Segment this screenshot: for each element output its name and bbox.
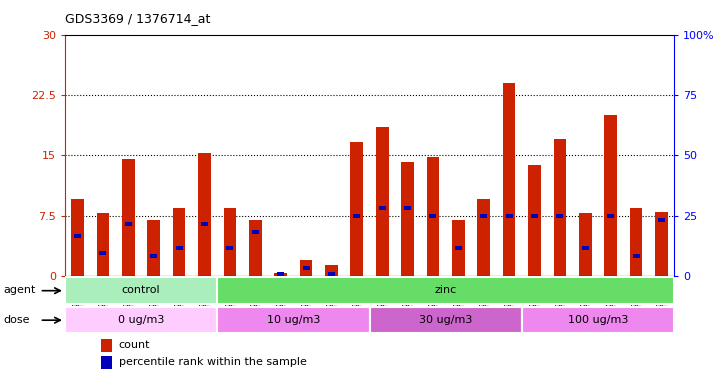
Bar: [369, 307, 522, 333]
Bar: [655, 212, 668, 276]
Bar: [477, 200, 490, 276]
Bar: [173, 207, 185, 276]
Bar: [522, 307, 674, 333]
Bar: [102, 339, 112, 352]
Bar: [557, 214, 563, 218]
Bar: [632, 254, 640, 258]
Bar: [147, 220, 160, 276]
Bar: [300, 260, 312, 276]
Bar: [176, 246, 182, 250]
Bar: [217, 277, 674, 304]
Text: GDS3369 / 1376714_at: GDS3369 / 1376714_at: [65, 12, 211, 25]
Bar: [531, 214, 538, 218]
Text: percentile rank within the sample: percentile rank within the sample: [118, 357, 306, 367]
Bar: [376, 127, 389, 276]
Bar: [554, 139, 566, 276]
Bar: [404, 205, 411, 210]
Text: 10 ug/m3: 10 ug/m3: [267, 314, 320, 324]
Text: control: control: [122, 285, 160, 295]
Text: 30 ug/m3: 30 ug/m3: [419, 314, 472, 324]
Bar: [658, 218, 665, 222]
Bar: [65, 277, 217, 304]
Bar: [480, 214, 487, 218]
Bar: [402, 162, 414, 276]
Bar: [74, 234, 81, 238]
Bar: [379, 205, 386, 210]
Bar: [201, 222, 208, 226]
Bar: [427, 157, 439, 276]
Text: zinc: zinc: [435, 285, 457, 295]
Bar: [65, 307, 217, 333]
Bar: [430, 214, 436, 218]
Bar: [303, 266, 309, 270]
Bar: [97, 213, 110, 276]
Text: dose: dose: [4, 314, 30, 324]
Bar: [150, 254, 157, 258]
Bar: [102, 356, 112, 369]
Text: agent: agent: [4, 285, 36, 295]
Bar: [353, 214, 360, 218]
Bar: [99, 252, 107, 255]
Bar: [71, 200, 84, 276]
Bar: [452, 220, 465, 276]
Bar: [528, 165, 541, 276]
Bar: [217, 307, 369, 333]
Bar: [252, 230, 259, 234]
Bar: [455, 246, 462, 250]
Bar: [503, 83, 516, 276]
Text: 0 ug/m3: 0 ug/m3: [118, 314, 164, 324]
Bar: [122, 159, 135, 276]
Bar: [224, 207, 236, 276]
Bar: [582, 246, 589, 250]
Bar: [249, 220, 262, 276]
Bar: [226, 246, 234, 250]
Bar: [350, 142, 363, 276]
Bar: [607, 214, 614, 218]
Bar: [604, 115, 617, 276]
Bar: [505, 214, 513, 218]
Bar: [579, 213, 592, 276]
Bar: [125, 222, 132, 226]
Bar: [277, 271, 284, 276]
Bar: [198, 153, 211, 276]
Text: 100 ug/m3: 100 ug/m3: [568, 314, 628, 324]
Bar: [328, 271, 335, 276]
Bar: [629, 207, 642, 276]
Bar: [325, 265, 337, 276]
Text: count: count: [118, 340, 150, 350]
Bar: [274, 273, 287, 276]
